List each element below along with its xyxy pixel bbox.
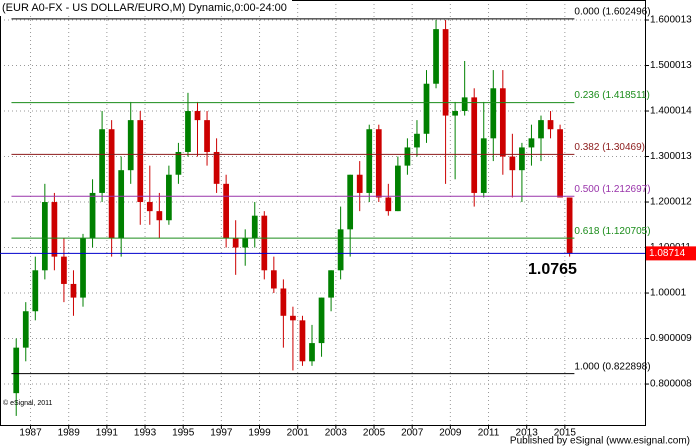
candle-body (61, 256, 67, 284)
candle-body (328, 270, 334, 298)
candle-body (232, 238, 239, 248)
candle-body (166, 174, 172, 221)
plot-border (0, 0, 646, 426)
candle-body (32, 270, 39, 312)
candle-body (213, 151, 220, 184)
fib-label: 1.000 (0.822898) (574, 361, 650, 372)
candle-body (433, 29, 439, 84)
plot-area (0, 0, 645, 425)
candle-body (566, 197, 573, 254)
candle-body (70, 283, 77, 298)
fib-label: 0.000 (1.602496) (574, 7, 650, 18)
candle-body (175, 151, 182, 175)
candle-body (471, 97, 478, 193)
candle-body (137, 120, 144, 203)
candle-body (251, 215, 258, 239)
candle-body (519, 147, 525, 171)
chart-title: (EUR A0-FX - US DOLLAR/EURO,M) Dynamic,0… (2, 2, 287, 14)
candle-body (51, 202, 58, 257)
x-tick-label: 2003 (325, 428, 348, 439)
x-tick-label: 2015 (554, 428, 577, 439)
candle-body (290, 315, 296, 321)
candle-body (261, 215, 268, 271)
y-tick-label: 1.200012 (650, 197, 692, 208)
x-tick-label: 1999 (248, 428, 271, 439)
fib-label: 0.618 (1.120705) (574, 226, 650, 237)
candle-body (80, 238, 86, 298)
candle-body (356, 174, 363, 193)
candle-body (13, 347, 20, 394)
candle-body (528, 138, 535, 148)
y-tick-label: 0.900009 (650, 333, 692, 344)
candle-body (22, 311, 29, 348)
candle-body (423, 83, 430, 134)
candle-body (557, 129, 563, 198)
y-tick-label: 1.00001 (650, 288, 687, 299)
candle-body (309, 343, 315, 362)
x-tick-label: 1993 (134, 428, 157, 439)
candle-body (547, 120, 554, 130)
candle-body (337, 229, 344, 271)
y-tick-label: 1.400014 (650, 106, 692, 117)
candle-body (404, 147, 411, 166)
x-tick-label: 2009 (439, 428, 462, 439)
fib-label: 0.382 (1.30469) (574, 142, 645, 153)
x-tick-label: 2013 (516, 428, 539, 439)
candle-body (204, 120, 210, 152)
candle-body (414, 133, 420, 148)
candle-body (375, 129, 382, 198)
price-label-bg (646, 246, 696, 261)
candle-body (385, 197, 392, 212)
candle-body (127, 120, 134, 171)
candle-body (395, 165, 401, 212)
candle-body (194, 111, 201, 121)
x-tick-label: 2001 (287, 428, 310, 439)
candle-body (89, 192, 96, 239)
candle-body (156, 211, 163, 221)
candle-body (452, 111, 458, 116)
candle-body (538, 120, 544, 139)
candle-body (280, 288, 287, 316)
fib-label: 0.500 (1.212697) (574, 184, 650, 195)
candle-body (318, 297, 325, 344)
x-tick-label: 1989 (58, 428, 81, 439)
x-tick-label: 1997 (210, 428, 233, 439)
candle-body (223, 183, 229, 239)
candle-body (442, 29, 449, 116)
candle-body (270, 270, 277, 289)
fib-label: 0.236 (1.418511) (574, 90, 649, 101)
candle-body (366, 129, 373, 193)
candle-body (480, 138, 487, 193)
x-tick-label: 2005 (363, 428, 386, 439)
candle-body (347, 174, 354, 230)
y-tick-label: 0.800008 (650, 379, 692, 390)
candle-body (299, 320, 306, 362)
candle-body (99, 129, 105, 193)
x-tick-label: 2011 (478, 428, 500, 439)
candle-body (41, 202, 48, 271)
price-label: 1.08714 (649, 248, 686, 259)
y-tick-label: 1.600013 (650, 15, 692, 26)
annotation: 1.0765 (528, 261, 577, 278)
x-tick-label: 1991 (96, 428, 119, 439)
candle-body (118, 170, 125, 239)
candle-body (242, 238, 249, 248)
candle-body (499, 88, 506, 157)
footer: Published by eSignal (www.esignal.com) (510, 436, 690, 447)
x-tick-label: 1995 (172, 428, 195, 439)
watermark: © eSignal, 2011 (3, 399, 53, 407)
candle-body (146, 202, 153, 212)
title-bg (0, 0, 292, 16)
y-tick-label: 1.300013 (650, 151, 692, 162)
candle-body (108, 129, 115, 239)
y-tick-label: 1.500013 (650, 60, 692, 71)
candle-body (490, 88, 497, 139)
candle-body (461, 97, 468, 112)
candle-body (509, 156, 516, 171)
x-tick-label: 1987 (19, 428, 42, 439)
x-tick-label: 2007 (401, 428, 424, 439)
candle-body (185, 111, 191, 152)
